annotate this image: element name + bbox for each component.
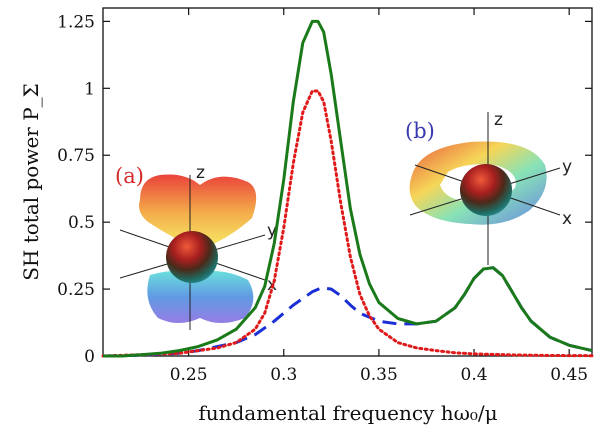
series-line-solid xyxy=(103,19,593,358)
x-tick-label: 0.35 xyxy=(360,365,398,385)
inset-a-y-label: y xyxy=(267,221,277,241)
y-tick-label: 1 xyxy=(84,79,95,99)
inset-a-bottom-lobe xyxy=(147,270,254,323)
inset-b-tag: (b) xyxy=(405,119,435,143)
x-tick-label: 0.4 xyxy=(461,365,488,385)
y-tick-labels: 0 0.25 0.5 0.75 1 1.25 xyxy=(57,12,95,367)
x-tick-label: 0.45 xyxy=(550,365,588,385)
inset-b-z-label: z xyxy=(494,110,503,130)
series-line-dotted xyxy=(101,89,594,358)
inset-a-z-label: z xyxy=(196,163,205,183)
series-layer xyxy=(101,19,594,358)
y-tick-label: 0.75 xyxy=(57,146,95,166)
x-tick-label: 0.25 xyxy=(170,365,208,385)
inset-b-sphere xyxy=(460,164,512,216)
inset-b-illustration: z y x (b) xyxy=(405,110,572,265)
inset-a-top-lobe xyxy=(139,174,257,250)
x-axis-title: fundamental frequency hω₀/μ xyxy=(198,401,497,425)
y-axis-title: SH total power P_Σ xyxy=(19,83,43,281)
y-tick-label: 0 xyxy=(84,347,95,367)
x-tick-labels: 0.25 0.3 0.35 0.4 0.45 xyxy=(170,365,588,385)
inset-b-y-label: y xyxy=(562,157,572,177)
y-tick-label: 0.5 xyxy=(68,213,95,233)
inset-a-illustration: z y x (a) xyxy=(115,163,277,330)
y-tick-label: 0.25 xyxy=(57,280,95,300)
plot-frame xyxy=(102,7,593,357)
x-tick-label: 0.3 xyxy=(270,365,297,385)
inset-b-x-label: x xyxy=(562,209,572,229)
inset-a-tag: (a) xyxy=(115,164,144,188)
inset-a-sphere xyxy=(166,231,218,283)
y-tick-label: 1.25 xyxy=(57,12,95,32)
